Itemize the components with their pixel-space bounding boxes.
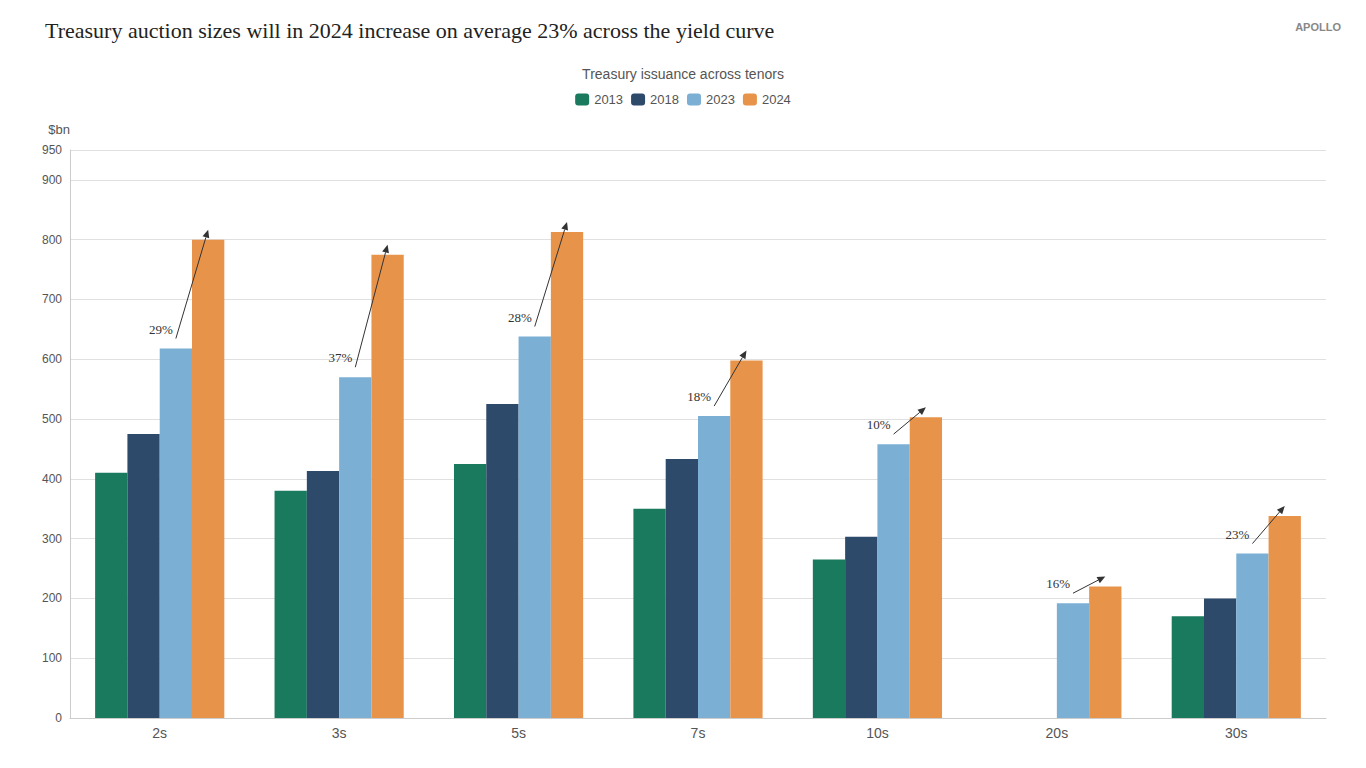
svg-text:2023: 2023 xyxy=(706,92,735,107)
svg-text:2s: 2s xyxy=(152,725,167,741)
svg-text:200: 200 xyxy=(42,591,62,605)
svg-text:37%: 37% xyxy=(328,350,352,365)
svg-text:30s: 30s xyxy=(1225,725,1248,741)
svg-text:2013: 2013 xyxy=(594,92,623,107)
svg-text:$bn: $bn xyxy=(48,122,70,137)
svg-text:500: 500 xyxy=(42,412,62,426)
svg-text:2024: 2024 xyxy=(762,92,791,107)
svg-text:10s: 10s xyxy=(866,725,889,741)
svg-text:100: 100 xyxy=(42,651,62,665)
svg-text:18%: 18% xyxy=(687,389,711,404)
svg-text:950: 950 xyxy=(42,143,62,157)
svg-text:16%: 16% xyxy=(1046,576,1070,591)
svg-text:0: 0 xyxy=(55,711,62,725)
svg-text:3s: 3s xyxy=(332,725,347,741)
svg-text:10%: 10% xyxy=(867,417,891,432)
svg-text:28%: 28% xyxy=(508,310,532,325)
svg-text:700: 700 xyxy=(42,292,62,306)
svg-text:400: 400 xyxy=(42,472,62,486)
svg-text:7s: 7s xyxy=(691,725,706,741)
svg-text:APOLLO: APOLLO xyxy=(1295,21,1341,33)
svg-text:2018: 2018 xyxy=(650,92,679,107)
svg-text:23%: 23% xyxy=(1226,527,1250,542)
svg-text:600: 600 xyxy=(42,352,62,366)
svg-text:29%: 29% xyxy=(149,322,173,337)
svg-text:300: 300 xyxy=(42,532,62,546)
svg-text:800: 800 xyxy=(42,233,62,247)
svg-text:900: 900 xyxy=(42,173,62,187)
svg-text:5s: 5s xyxy=(511,725,526,741)
svg-text:Treasury auction sizes will in: Treasury auction sizes will in 2024 incr… xyxy=(45,18,774,43)
svg-text:20s: 20s xyxy=(1046,725,1069,741)
svg-text:Treasury issuance across tenor: Treasury issuance across tenors xyxy=(582,66,784,82)
